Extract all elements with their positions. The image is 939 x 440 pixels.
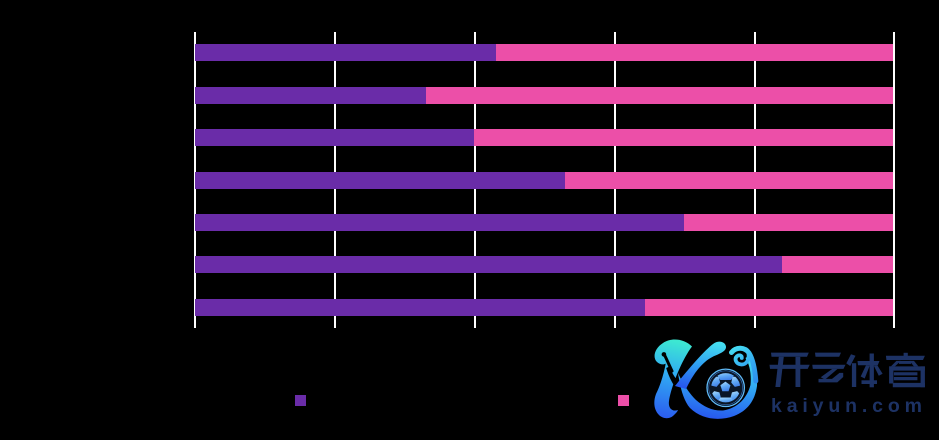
- svg-text:kaiyun.com: kaiyun.com: [771, 395, 927, 417]
